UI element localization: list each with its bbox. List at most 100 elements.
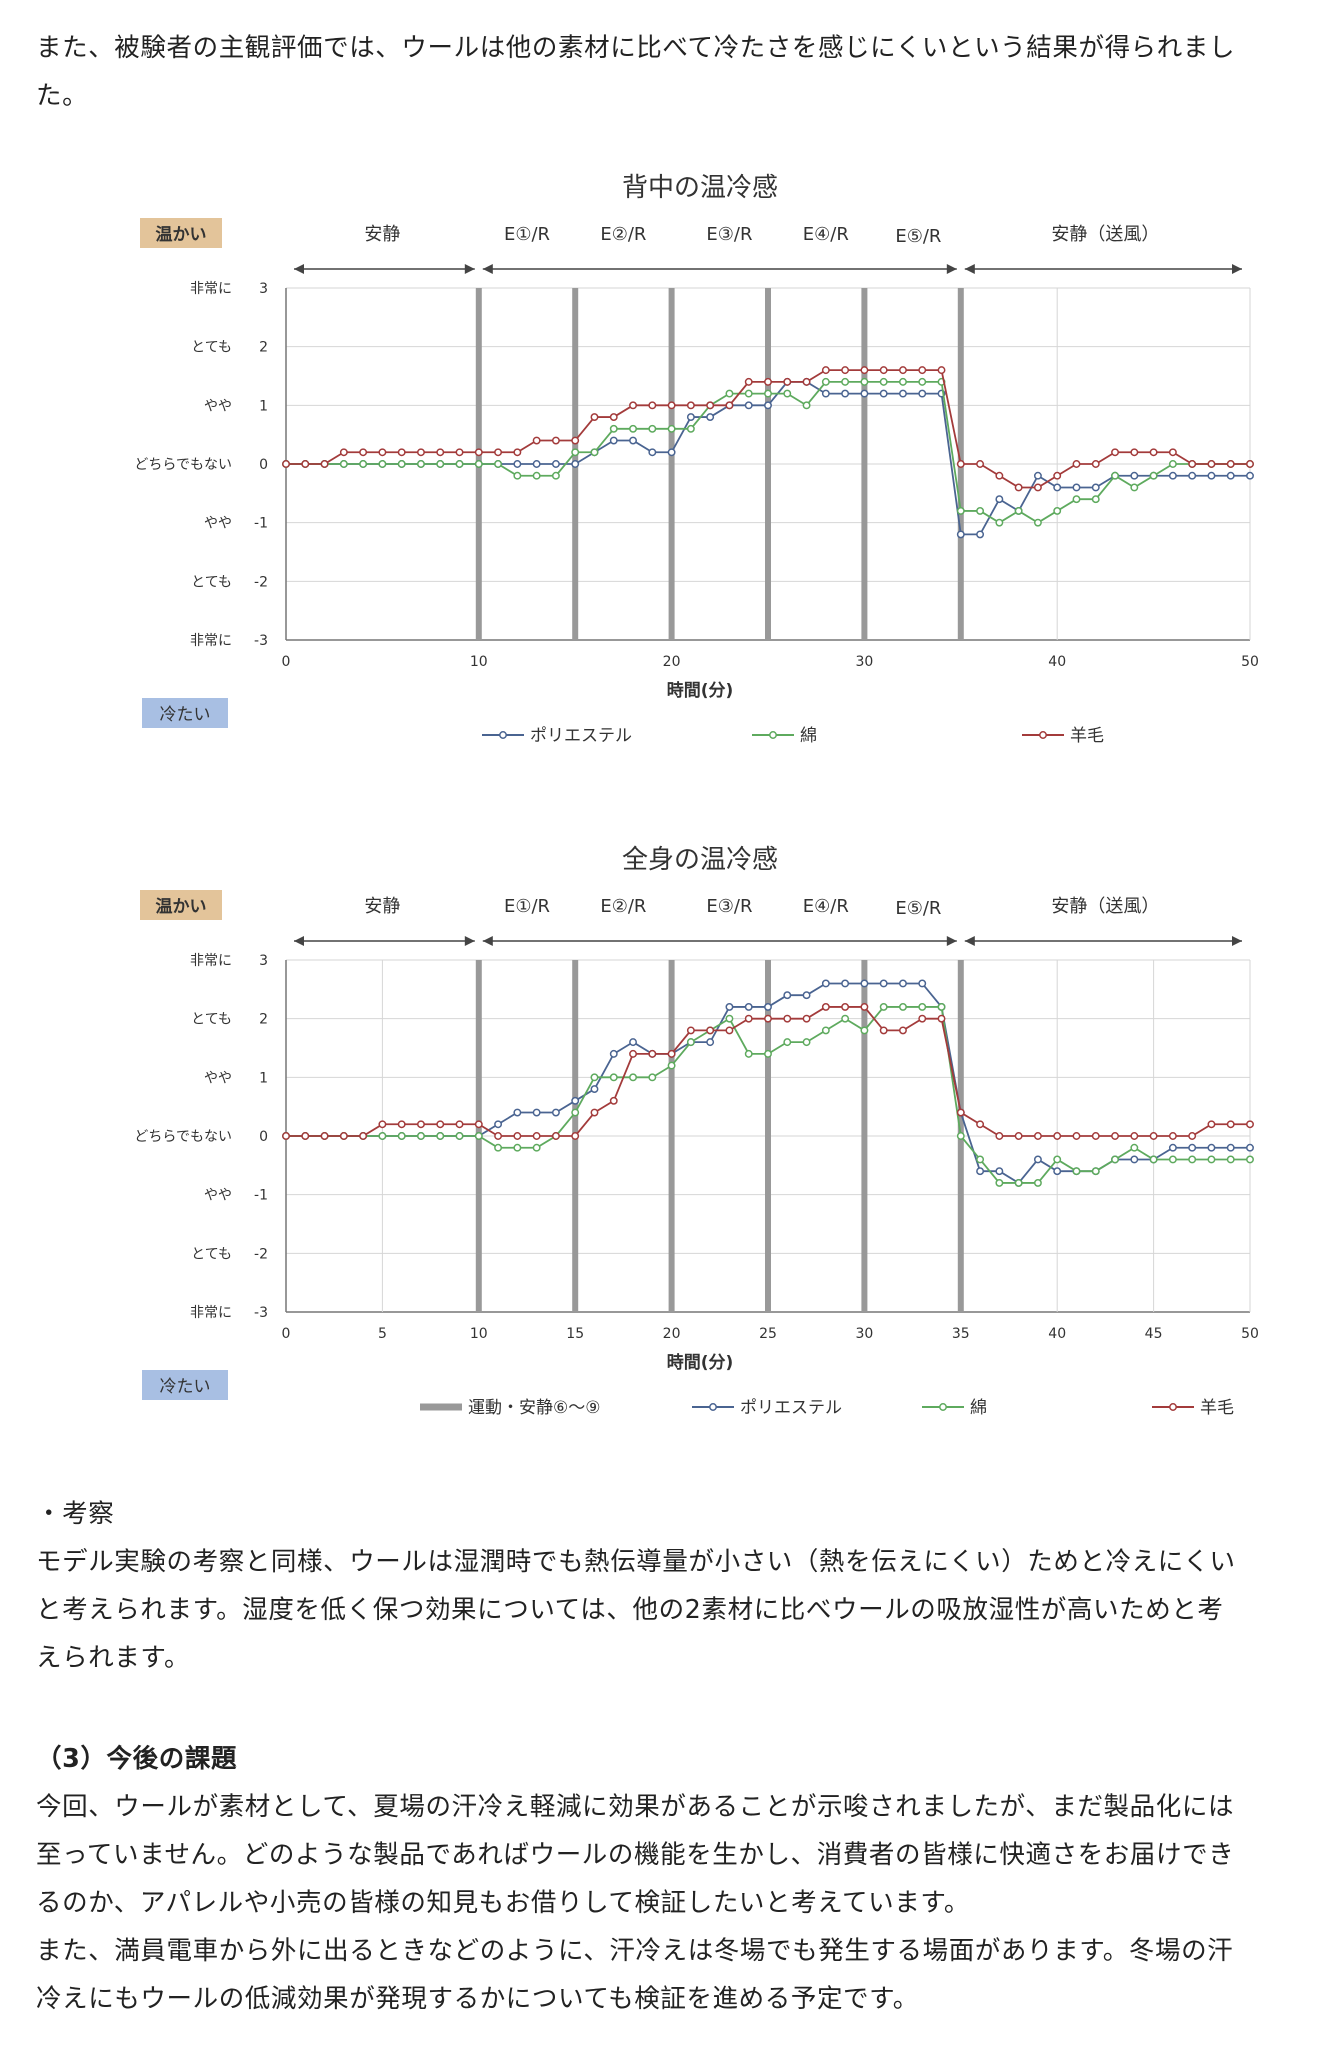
- data-point: [532, 460, 541, 468]
- data-point: [1091, 483, 1100, 492]
- data-point: [841, 389, 850, 398]
- data-point: [1207, 1155, 1216, 1164]
- data-point: [1168, 1143, 1177, 1152]
- data-point: [474, 1132, 483, 1140]
- data-point: [417, 1120, 425, 1129]
- data-point: [841, 366, 850, 375]
- data-point: [1188, 1143, 1197, 1152]
- data-point: [841, 377, 850, 386]
- data-point: [976, 1120, 985, 1129]
- data-point: [995, 495, 1004, 504]
- data-point: [1014, 483, 1023, 492]
- data-point: [725, 389, 734, 398]
- data-point: [1072, 1167, 1081, 1176]
- intro-paragraph: また、被験者の主観評価では、ウールは他の素材に比べて冷たさを感じにくいという結果…: [36, 24, 1292, 120]
- legend-label: 羊毛: [1070, 726, 1104, 746]
- phase-arrow-head-left: [294, 936, 304, 946]
- legend-label: ポリエステル: [740, 1398, 842, 1418]
- scale-level-label: やや: [204, 1188, 232, 1204]
- data-point: [397, 448, 406, 457]
- data-point: [879, 366, 888, 375]
- data-point: [956, 460, 965, 468]
- discussion-line: モデル実験の考察と同様、ウールは湿潤時でも熱伝導量が小さい（熱を伝えにくい）ため…: [36, 1547, 1236, 1577]
- phase-arrow-head-right: [464, 936, 475, 946]
- data-point: [918, 979, 927, 988]
- legend-entry: 羊毛: [1152, 1398, 1234, 1418]
- data-point: [571, 436, 580, 445]
- data-point: [937, 1014, 946, 1023]
- scale-level-label: 非常に: [190, 1305, 232, 1321]
- data-point: [532, 471, 541, 480]
- phase-label: E②/R: [600, 224, 646, 245]
- data-point: [879, 389, 888, 398]
- x-tick-label: 50: [1241, 654, 1259, 670]
- data-point: [571, 1132, 580, 1140]
- data-point: [937, 1002, 946, 1011]
- data-point: [1033, 1178, 1042, 1187]
- data-point: [513, 460, 522, 468]
- data-point: [706, 1026, 715, 1035]
- data-point: [1111, 1132, 1119, 1140]
- data-point: [609, 436, 618, 445]
- x-tick-label: 25: [759, 1326, 777, 1342]
- data-point: [764, 1049, 772, 1058]
- data-point: [725, 401, 734, 410]
- data-point: [821, 1002, 830, 1011]
- data-point: [725, 1026, 734, 1035]
- x-tick-label: 0: [282, 1326, 291, 1342]
- data-point: [513, 1143, 522, 1152]
- data-point: [841, 979, 850, 988]
- phase-arrow-head-right: [1232, 936, 1242, 946]
- data-point: [1130, 1155, 1139, 1164]
- data-point: [1072, 495, 1081, 504]
- phase-arrow-head-left: [964, 264, 975, 274]
- legend-swatch-marker: [709, 1403, 717, 1411]
- data-point: [976, 506, 985, 515]
- data-point: [899, 389, 907, 398]
- legend-label: 綿: [970, 1398, 987, 1418]
- data-point: [1072, 1132, 1081, 1140]
- scale-level-label: 非常に: [190, 633, 232, 649]
- data-point: [320, 1132, 329, 1140]
- data-point: [1246, 1120, 1254, 1129]
- data-point: [397, 460, 406, 468]
- legend-swatch-marker: [939, 1403, 947, 1411]
- y-tick-label: 0: [259, 457, 268, 473]
- discussion-line: と考えられます。湿度を低く保つ効果については、他の2素材に比べウールの吸放湿性が…: [36, 1595, 1224, 1625]
- data-point: [686, 424, 695, 433]
- y-tick-label: -1: [254, 516, 268, 532]
- data-point: [1226, 471, 1235, 480]
- data-point: [956, 506, 965, 515]
- legend-entry: 綿: [752, 726, 817, 746]
- data-point: [609, 1073, 618, 1082]
- data-point: [436, 1132, 445, 1140]
- cold-badge: 冷たい: [142, 698, 228, 728]
- data-point: [1130, 471, 1139, 480]
- chart-title: 全身の温冷感: [622, 845, 778, 875]
- phase-label: E⑤/R: [895, 226, 941, 247]
- data-point: [532, 1108, 541, 1117]
- x-axis-label: 時間(分): [667, 1352, 734, 1373]
- data-point: [1091, 1167, 1100, 1176]
- data-point: [1033, 483, 1042, 492]
- data-point: [918, 389, 927, 398]
- data-point: [417, 1132, 425, 1140]
- data-point: [1207, 471, 1216, 480]
- phase-label: E①/R: [504, 896, 550, 917]
- data-point: [1149, 1155, 1158, 1164]
- data-point: [841, 1014, 850, 1023]
- data-point: [301, 460, 310, 468]
- data-point: [1072, 483, 1081, 492]
- data-point: [1188, 471, 1197, 480]
- phase-label: E②/R: [600, 896, 646, 917]
- data-point: [937, 366, 946, 375]
- data-point: [995, 471, 1004, 480]
- phase-label: E③/R: [706, 224, 752, 245]
- scale-level-label: 非常に: [190, 281, 232, 297]
- data-point: [706, 413, 715, 422]
- data-point: [494, 1143, 503, 1152]
- phase-arrow-head-right: [1232, 264, 1242, 274]
- phase-label: E⑤/R: [895, 898, 941, 919]
- data-point: [860, 377, 869, 386]
- cold-badge-bg: [142, 698, 228, 728]
